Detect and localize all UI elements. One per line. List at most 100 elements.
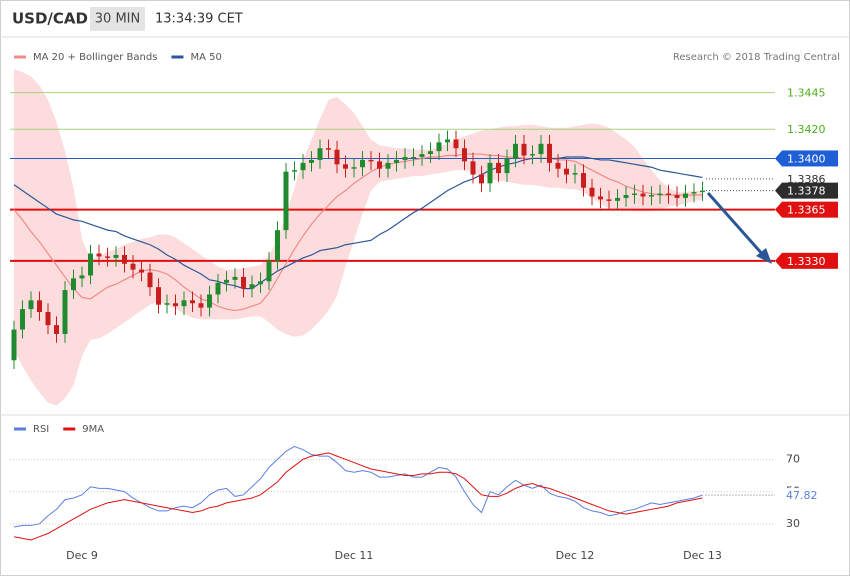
y-tick-label: 30 — [786, 517, 800, 530]
level-label-pointer — [775, 84, 782, 101]
symbol: USD/CAD — [12, 10, 88, 28]
candle-body — [130, 263, 136, 270]
candle-body — [54, 325, 59, 334]
candle-body — [181, 300, 187, 307]
candle-body — [521, 143, 527, 156]
level-label-pointer — [775, 252, 782, 269]
level-label-bg — [782, 201, 838, 218]
candle-body — [394, 159, 399, 163]
candle-body — [283, 171, 289, 231]
level-label: 1.3420 — [787, 123, 826, 136]
candle-body — [606, 199, 612, 201]
candle-body — [462, 148, 467, 162]
candle-body — [445, 139, 450, 143]
candle-body — [632, 193, 637, 196]
candle-body — [232, 276, 238, 280]
candle-body — [190, 300, 195, 304]
candle-body — [11, 329, 17, 361]
candle-body — [623, 195, 629, 198]
interval: 30 MIN — [95, 12, 140, 27]
candle-body — [275, 230, 280, 261]
candle-body — [147, 272, 153, 288]
series-line — [13, 452, 703, 541]
candle-body — [198, 303, 204, 308]
candle-body — [589, 187, 595, 197]
candle-body — [224, 279, 229, 283]
candle-body — [572, 173, 578, 175]
candle-body — [385, 162, 391, 169]
level-label-bg — [782, 252, 838, 269]
candle-body — [428, 151, 433, 155]
candle-body — [360, 159, 365, 168]
candle-body — [666, 193, 671, 196]
candle-body — [266, 260, 272, 282]
candle-body — [487, 162, 493, 184]
candle-body — [156, 287, 161, 305]
candle-body — [453, 139, 459, 149]
candle-body — [334, 149, 340, 165]
candle-body — [300, 162, 306, 171]
legend-label: MA 20 + Bollinger Bands — [33, 52, 157, 63]
forecast-arrow-head — [756, 248, 772, 264]
forecast-arrow — [706, 192, 766, 257]
moving-average — [13, 156, 703, 290]
candle-body — [547, 143, 552, 163]
candle-body — [657, 193, 663, 196]
candle-body — [530, 154, 535, 156]
candle-body — [691, 192, 697, 194]
candle-body — [113, 254, 119, 258]
candle-body — [683, 193, 688, 198]
series-line — [13, 445, 703, 528]
level-label: 1.3365 — [787, 204, 826, 217]
y-tick-label: 70 — [786, 452, 800, 465]
level-label-bg — [782, 182, 838, 199]
candle-body — [173, 303, 178, 307]
bollinger-band — [14, 69, 703, 406]
legend-label: RSI — [33, 424, 49, 435]
candle-body — [700, 190, 705, 193]
candle-body — [640, 193, 646, 197]
candle-body — [105, 256, 110, 258]
candle-body — [79, 275, 85, 279]
candle-body — [241, 276, 246, 289]
candle-body — [479, 174, 484, 184]
candle-body — [615, 197, 620, 201]
candle-body — [309, 159, 314, 163]
legend-label: 9MA — [82, 424, 104, 435]
candle-body — [122, 254, 127, 264]
candle-body — [419, 154, 425, 157]
candle-body — [674, 195, 680, 198]
level-label-bg — [782, 84, 838, 101]
candle-body — [45, 312, 51, 326]
candle-body — [207, 294, 212, 308]
candle-body — [20, 309, 25, 330]
candle-body — [436, 142, 442, 152]
candle-body — [37, 300, 42, 313]
legend-label: MA 50 — [190, 52, 221, 63]
candle-body — [258, 281, 263, 285]
x-tick-label: Dec 11 — [335, 549, 374, 562]
credit: Research © 2018 Trading Central — [673, 52, 840, 63]
candle-body — [538, 143, 544, 155]
level-label: 1.3330 — [787, 255, 826, 268]
level-label-pointer — [775, 150, 782, 167]
candle-body — [62, 290, 68, 334]
candle-body — [139, 269, 144, 273]
candle-body — [504, 158, 510, 174]
candle-body — [292, 170, 297, 172]
candle-body — [28, 300, 34, 310]
candle-body — [564, 168, 569, 175]
x-tick-label: Dec 12 — [556, 549, 595, 562]
candle-body — [88, 253, 93, 276]
candle-body — [249, 284, 255, 289]
level-label-bg — [782, 121, 838, 138]
x-tick-label: Dec 13 — [683, 549, 722, 562]
candle-body — [71, 278, 76, 291]
x-tick-label: Dec 9 — [66, 549, 98, 562]
candle-body — [326, 148, 331, 150]
interval-box — [90, 7, 145, 31]
candle-body — [377, 161, 382, 169]
time: 13:34:39 CET — [155, 12, 243, 27]
candle-body — [513, 143, 518, 159]
